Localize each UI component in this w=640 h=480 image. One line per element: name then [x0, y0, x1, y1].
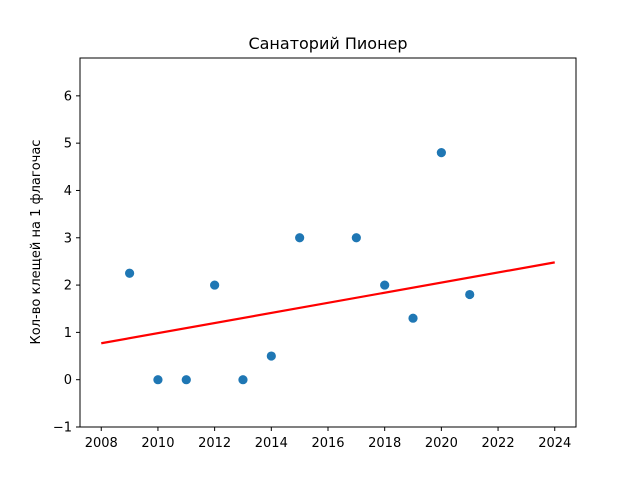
- x-tick-label: 2012: [198, 436, 231, 451]
- y-tick-label: −1: [53, 421, 72, 436]
- y-tick-label: 6: [64, 89, 72, 104]
- y-tick-label: 3: [64, 231, 72, 246]
- data-point: [408, 313, 418, 323]
- data-point: [125, 268, 135, 278]
- data-point: [238, 375, 248, 385]
- chart-title: Санаторий Пионер: [248, 34, 407, 53]
- y-tick-label: 5: [64, 137, 72, 152]
- data-point: [295, 233, 305, 243]
- data-point: [181, 375, 191, 385]
- y-tick-label: 1: [64, 326, 72, 341]
- data-point: [266, 351, 276, 361]
- data-point: [210, 280, 220, 290]
- x-tick-label: 2016: [311, 436, 344, 451]
- y-axis-label: Кол-во клещей на 1 флагочас: [29, 140, 44, 345]
- trend-line: [101, 261, 555, 345]
- data-point: [380, 280, 390, 290]
- y-tick-label: 0: [64, 373, 72, 388]
- data-point: [153, 375, 163, 385]
- y-axis: −1 0 1 2 3 4 5 6: [53, 89, 80, 436]
- y-tick-label: 2: [64, 279, 72, 294]
- data-point: [465, 289, 475, 300]
- y-tick-label: 4: [64, 184, 72, 199]
- x-tick-label: 2010: [141, 436, 174, 451]
- x-axis: 2008 2010 2012 2014 2016 2018 2020 2022 2024: [85, 427, 571, 451]
- x-tick-label: 2022: [482, 436, 515, 451]
- x-tick-label: 2008: [85, 436, 118, 451]
- plot-area: [101, 148, 555, 385]
- x-tick-label: 2020: [425, 436, 458, 451]
- plot-frame: [79, 57, 577, 428]
- x-tick-label: 2024: [538, 436, 571, 451]
- x-tick-label: 2014: [255, 436, 288, 451]
- data-point: [436, 148, 446, 158]
- x-tick-label: 2018: [368, 436, 401, 451]
- data-point: [351, 233, 361, 243]
